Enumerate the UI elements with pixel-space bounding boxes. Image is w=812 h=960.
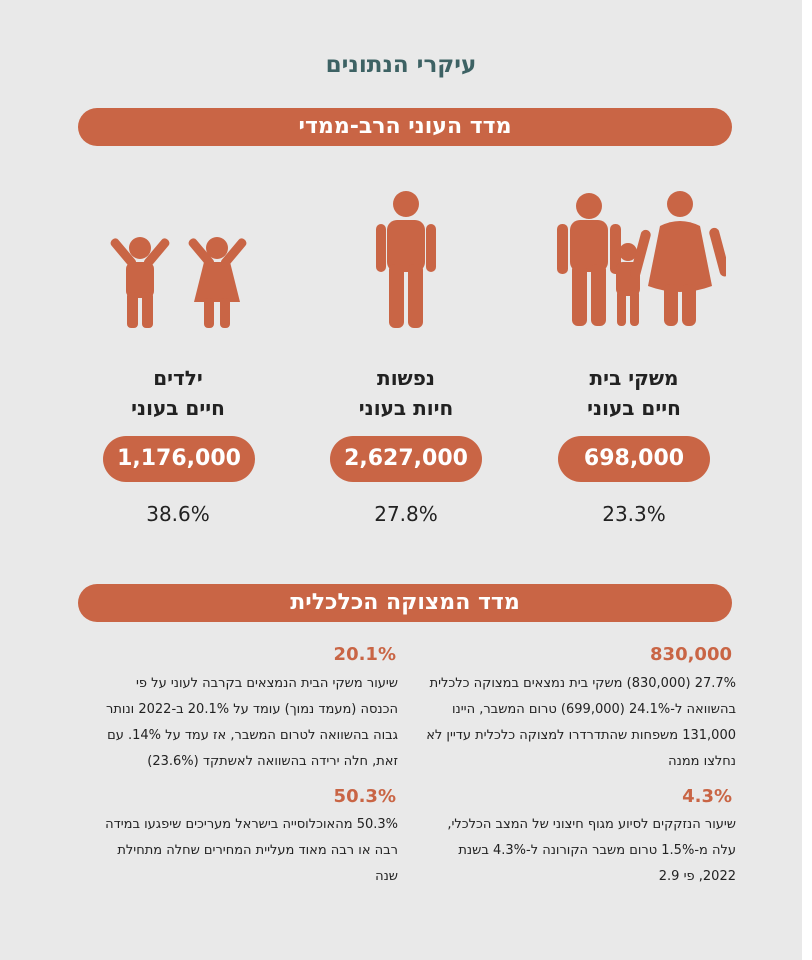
persons-percent: 27.8% [374,502,438,526]
children-percent: 38.6% [146,502,210,526]
stat-20-1-percent: 20.1% [333,644,396,665]
paragraph-low-income-households: שיעור משקי הבית הנמצאים בקרבה לעוני על פ… [106,676,398,769]
children-label-line1: ילדים [153,366,203,390]
paragraph-price-rise-impact: 50.3% מהאוכלוסייה בישראל מעריכים שיפגעו … [105,817,398,884]
paragraph-economic-distress-households: 27.7% (830,000) משקי בית נמצאים במצוקה כ… [426,676,736,769]
households-label-line2: חיים בעוני [587,396,681,420]
page-edge [802,0,812,960]
households-label-line1: משקי בית [589,366,679,390]
stat-50-3-percent: 50.3% [333,786,396,807]
households-percent: 23.3% [602,502,666,526]
persons-count-pill: 2,627,000 [330,436,482,482]
children-label: ילדים חיים בעוני [58,363,298,423]
family-icon [556,190,726,330]
households-label: משקי בית חיים בעוני [514,363,754,423]
households-count-pill: 698,000 [558,436,710,482]
persons-label-line2: חיות בעוני [358,396,454,420]
stat-4-3-percent: 4.3% [682,786,732,807]
person-icon [376,190,436,330]
children-label-line2: חיים בעוני [131,396,225,420]
banner-economic-distress: מדד המצוקה הכלכלית [78,584,732,622]
banner-multidimensional-poverty: מדד העוני הרב-ממדי [78,108,732,146]
page-title: עיקרי הנתונים [325,52,477,78]
persons-label-line1: נפשות [377,366,435,390]
paragraph-outside-assistance: שיעור הנזקקים לסיוע מגוף חיצוני של המצב … [447,817,736,884]
children-icon [100,232,260,332]
stat-830000: 830,000 [650,644,732,665]
persons-label: נפשות חיות בעוני [286,363,526,423]
children-count-pill: 1,176,000 [103,436,255,482]
